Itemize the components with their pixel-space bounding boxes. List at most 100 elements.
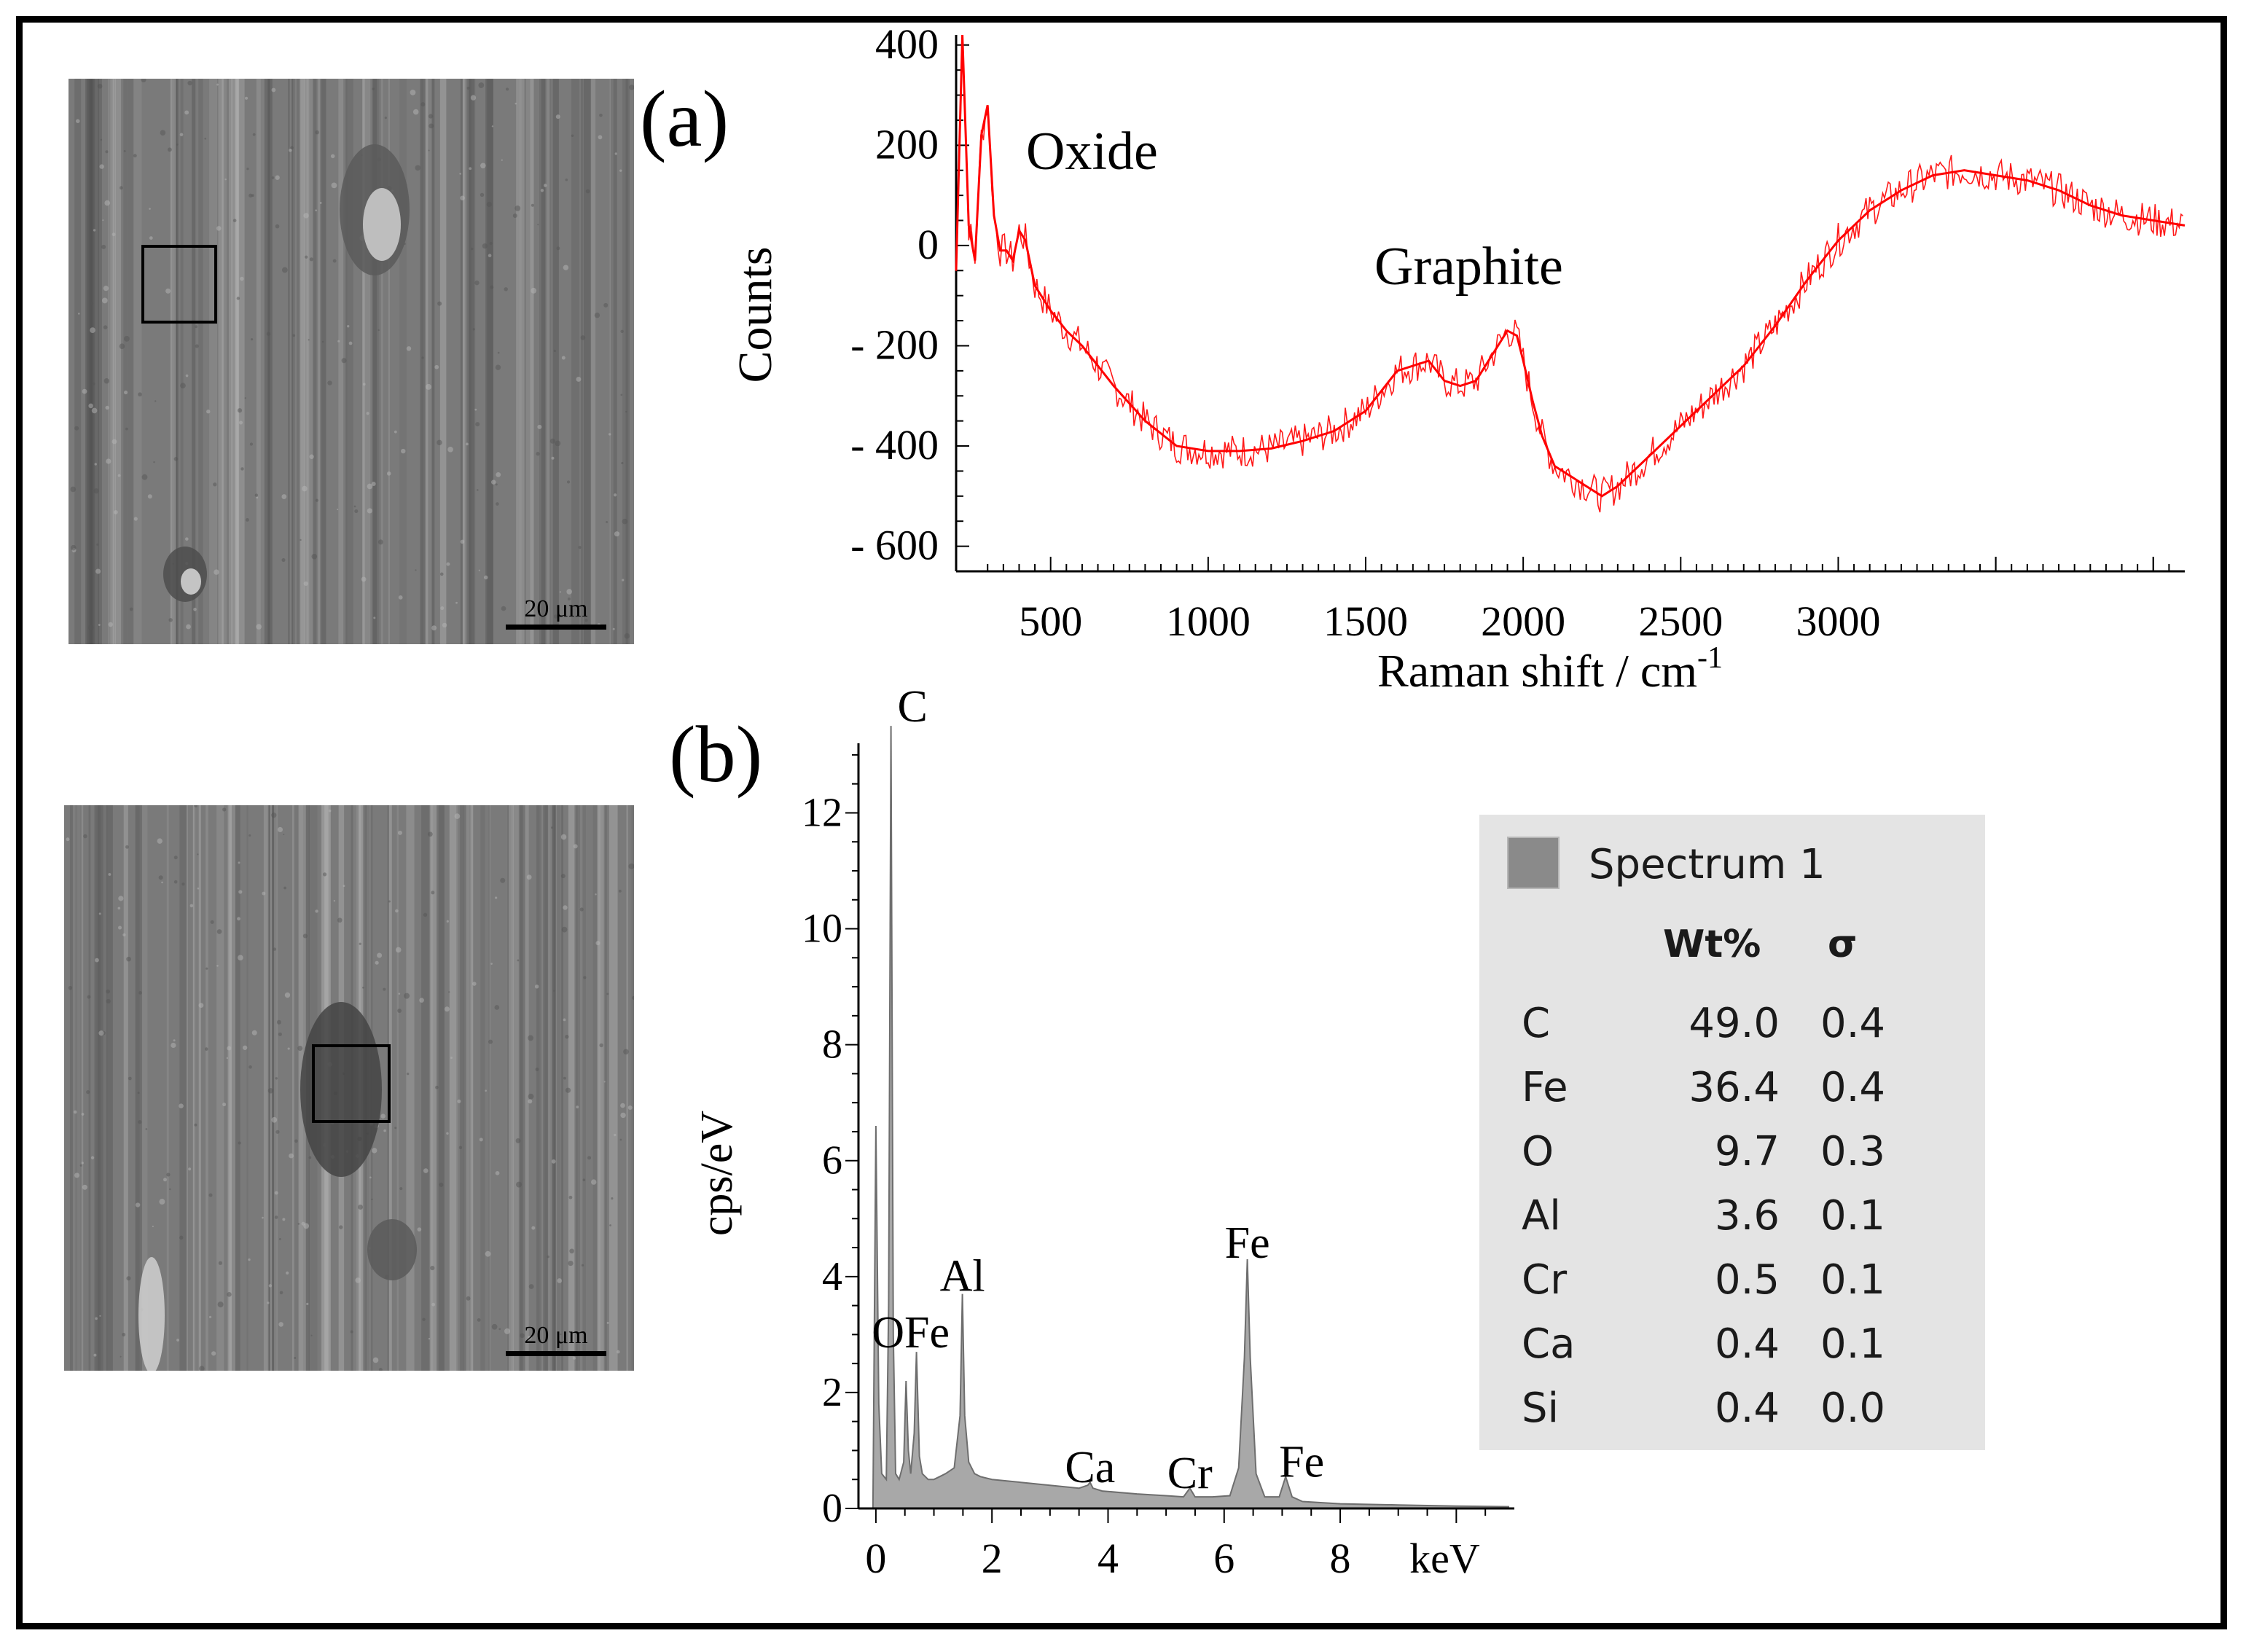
sem-grain <box>580 335 586 340</box>
sem-streak <box>423 79 426 644</box>
sem-grain <box>303 581 308 587</box>
sem-grain <box>311 553 318 560</box>
eds-x-tick-label: 0 <box>865 1535 886 1582</box>
sem-streak <box>231 79 240 644</box>
sem-grain <box>216 226 222 231</box>
sem-grain <box>149 236 153 240</box>
sem-grain <box>157 838 163 844</box>
sem-grain <box>551 1159 556 1164</box>
sem-grain <box>428 149 430 152</box>
sem-grain <box>283 886 286 890</box>
sem-grain <box>472 982 477 986</box>
sem-grain <box>222 1103 227 1107</box>
sem-grain <box>474 280 480 286</box>
sem-grain <box>614 1133 617 1137</box>
sem-grain <box>535 1068 539 1072</box>
eds-y-tick-label: 4 <box>822 1254 842 1299</box>
sem-grain <box>483 575 488 580</box>
sem-streak <box>592 805 601 1371</box>
sem-grain <box>189 904 194 908</box>
sem-streak <box>216 805 224 1371</box>
sem-grain <box>303 213 309 219</box>
sem-grain <box>185 537 189 541</box>
sem-grain <box>489 241 493 245</box>
sem-grain <box>565 1087 571 1093</box>
sem-grain <box>459 173 461 175</box>
sem-streak <box>552 805 561 1371</box>
spectrum-swatch <box>1507 837 1560 889</box>
scale-bar-top: 20 μm <box>506 595 606 630</box>
sem-grain <box>105 405 109 410</box>
sem-grain <box>168 618 173 622</box>
sem-grain <box>96 543 99 546</box>
sem-grain <box>93 229 96 232</box>
sem-grain <box>566 589 573 595</box>
sem-grain <box>91 407 98 414</box>
sem-grain <box>488 254 492 258</box>
sem-grain <box>181 882 185 886</box>
sem-grain <box>632 995 634 1000</box>
sem-grain <box>98 624 101 626</box>
sem-streak <box>198 79 203 644</box>
sem-grain <box>618 889 622 893</box>
sem-grain <box>305 255 308 259</box>
sem-grain <box>197 853 199 856</box>
sem-streak <box>544 805 553 1371</box>
sem-grain <box>246 518 249 522</box>
sem-streak <box>194 805 199 1371</box>
sem-grain <box>624 633 630 639</box>
raman-y-tick-label: - 600 <box>850 522 939 569</box>
sem-streak <box>517 79 520 644</box>
sem-streak <box>99 805 108 1371</box>
sem-grain <box>238 1141 241 1145</box>
sem-grain <box>321 340 324 343</box>
sem-grain <box>194 1123 197 1127</box>
sem-grain <box>271 176 275 179</box>
legend-wt: 0.4 <box>1714 1320 1780 1368</box>
sem-grain <box>440 606 445 611</box>
sem-grain <box>423 1168 429 1173</box>
legend-element: O <box>1522 1128 1554 1175</box>
sem-streak <box>362 79 365 644</box>
sem-grain <box>133 517 138 521</box>
sem-grain <box>237 917 240 921</box>
sem-grain <box>606 993 609 995</box>
sem-streak <box>437 805 445 1371</box>
col-header-sigma: σ <box>1828 923 1858 966</box>
sem-grain <box>450 1056 453 1059</box>
legend-wt: 0.5 <box>1714 1256 1780 1304</box>
sem-grain <box>350 1330 353 1334</box>
sem-streak <box>98 79 102 644</box>
sem-streak <box>192 805 196 1371</box>
sem-grain <box>557 1278 563 1283</box>
sem-grain <box>106 458 111 464</box>
sem-streak <box>480 805 485 1371</box>
sem-streak <box>406 805 415 1371</box>
sem-grain <box>367 483 373 490</box>
sem-grain <box>95 958 99 963</box>
sem-streak <box>518 805 525 1371</box>
sem-streak <box>425 79 431 644</box>
sem-grain <box>308 339 310 341</box>
eds-y-tick-label: 12 <box>802 790 842 835</box>
sem-grain <box>594 312 600 318</box>
sem-grain <box>358 1204 364 1210</box>
eds-y-tick-label: 2 <box>822 1370 842 1415</box>
sem-grain <box>275 1130 280 1134</box>
sem-grain <box>471 247 474 251</box>
roi-box-bottom <box>312 1044 391 1123</box>
sem-grain <box>124 336 130 342</box>
sem-grain <box>104 200 111 206</box>
sem-grain <box>244 96 249 100</box>
sem-grain <box>211 1351 216 1356</box>
eds-y-tick-label: 10 <box>802 907 842 952</box>
sem-grain <box>496 471 501 477</box>
sem-grain <box>375 960 379 965</box>
sem-streak <box>166 805 169 1371</box>
sem-streak <box>69 805 77 1371</box>
sem-grain <box>81 1162 84 1164</box>
sem-grain <box>460 539 465 544</box>
sem-streak <box>426 79 432 644</box>
sem-streak <box>313 79 317 644</box>
sem-streak <box>536 805 539 1371</box>
